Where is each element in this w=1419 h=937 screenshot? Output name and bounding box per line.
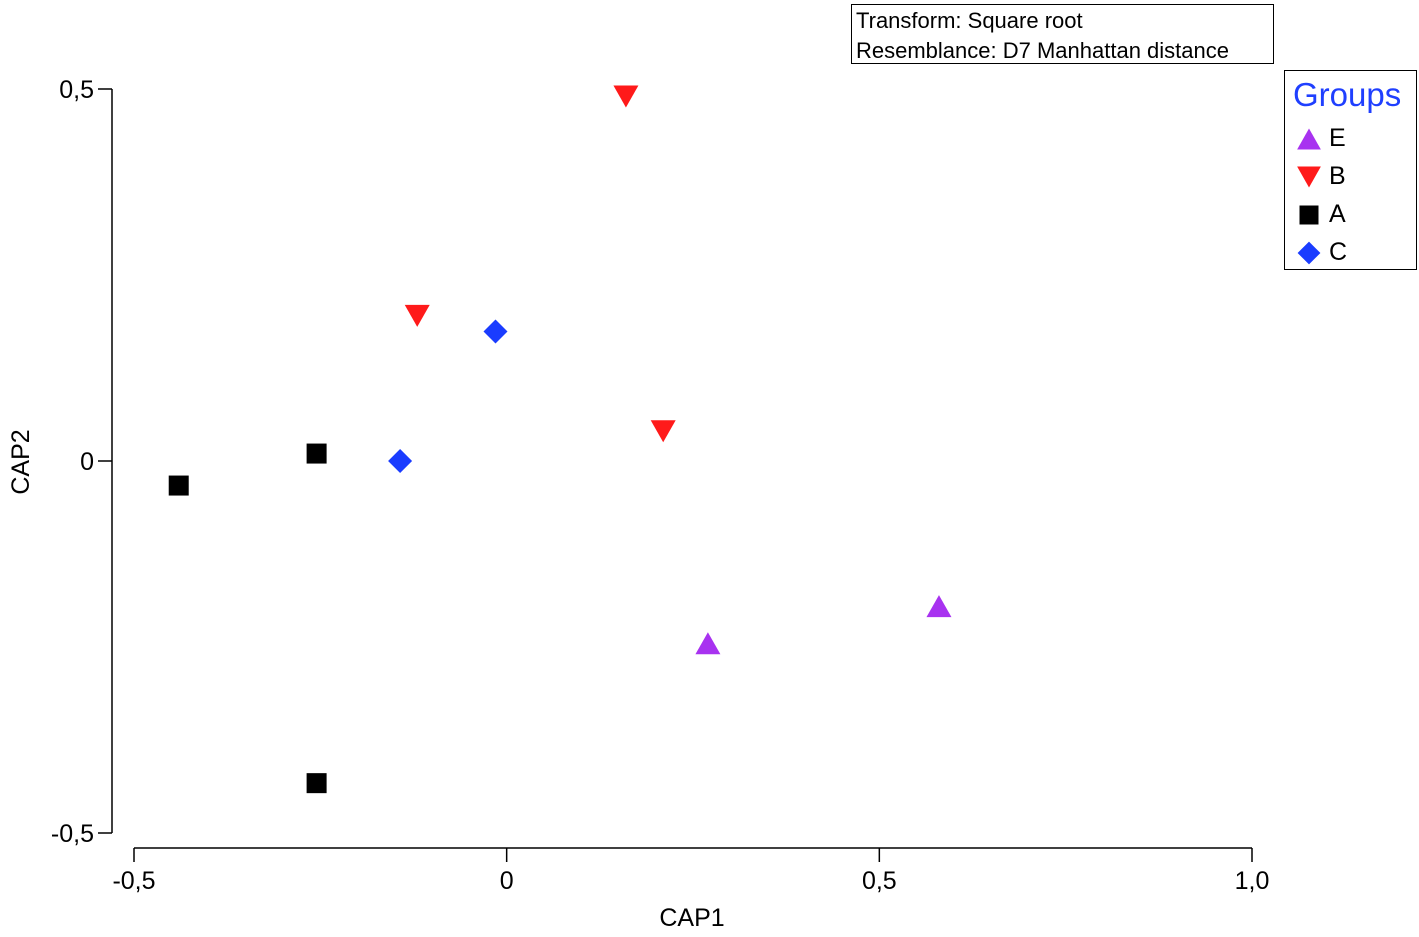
square-icon (1299, 205, 1319, 225)
point-group-b (613, 85, 639, 108)
transform-info-box: Transform: Square root Resemblance: D7 M… (851, 4, 1274, 64)
point-group-b (404, 304, 430, 327)
y-tick-label: -0,5 (51, 820, 94, 848)
legend-label: C (1329, 238, 1348, 266)
legend-item-e: E (1295, 123, 1415, 155)
legend-label: E (1329, 124, 1346, 152)
legend-item-b: B (1295, 161, 1415, 193)
point-group-c (483, 319, 508, 344)
y-axis-title: CAP2 (7, 429, 35, 494)
y-tick-label: 0 (80, 448, 94, 476)
point-group-a (306, 443, 327, 464)
legend-title: Groups (1293, 76, 1402, 113)
triangle-down-icon (1297, 166, 1321, 188)
x-tick-label: 0,5 (862, 867, 897, 895)
data-points (168, 85, 952, 794)
x-axis-title: CAP1 (659, 904, 724, 932)
x-tick-label: 1,0 (1235, 867, 1270, 895)
x-tick-label: 0 (500, 867, 514, 895)
point-group-e (926, 595, 952, 618)
x-tick-label: -0,5 (112, 867, 155, 895)
triangle-up-icon (1297, 128, 1321, 150)
diamond-icon (1297, 241, 1321, 265)
transform-line: Transform: Square root (856, 8, 1083, 33)
point-group-a (306, 773, 327, 794)
legend-item-a: A (1295, 199, 1415, 231)
resemblance-line: Resemblance: D7 Manhattan distance (856, 38, 1229, 63)
x-axis: -0,5 0 0,5 1,0 (112, 847, 1270, 895)
point-group-b (650, 420, 676, 443)
point-group-e (695, 632, 721, 655)
point-group-a (168, 475, 189, 496)
y-tick-label: 0,5 (59, 76, 94, 104)
legend-label: B (1329, 162, 1346, 190)
point-group-c (388, 449, 413, 473)
legend-item-c: C (1295, 237, 1415, 269)
y-axis: 0,5 0 -0,5 (51, 76, 113, 848)
legend-label: A (1329, 200, 1346, 228)
